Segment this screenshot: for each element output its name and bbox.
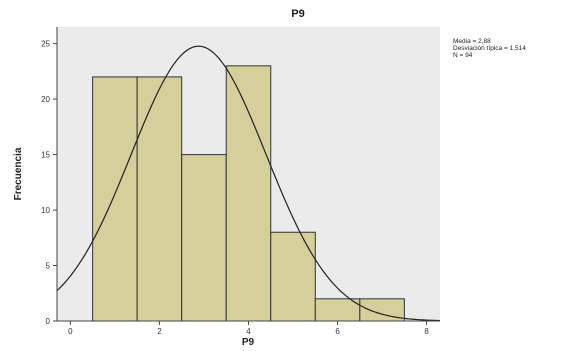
histogram-bar-2 — [136, 76, 183, 322]
x-tick-label: 4 — [246, 327, 251, 336]
y-axis-label: Frecuencia — [13, 147, 24, 200]
histogram-bar-1 — [92, 76, 138, 322]
std-dev-label: Desviación típica = 1,514 — [453, 45, 526, 52]
y-tick-label: 10 — [41, 206, 50, 215]
y-tick-label: 15 — [41, 151, 50, 160]
n-label: N = 94 — [453, 52, 473, 59]
statistics-legend: Media = 2,88 Desviación típica = 1,514 N… — [453, 38, 526, 59]
y-axis-ticks: 0 5 10 15 20 25 — [41, 40, 57, 326]
mean-label: Media = 2,88 — [453, 38, 491, 45]
histogram-bar-4 — [225, 65, 272, 322]
y-tick-label: 0 — [46, 317, 51, 326]
y-tick-label: 20 — [41, 95, 50, 104]
y-tick-label: 25 — [41, 40, 50, 49]
normal-curve — [56, 45, 441, 322]
x-tick-label: 6 — [335, 327, 340, 336]
x-tick-label: 8 — [424, 327, 429, 336]
x-tick-label: 2 — [157, 327, 162, 336]
x-axis-ticks: 0 2 4 6 8 — [68, 321, 429, 336]
histogram-bar-6 — [314, 298, 361, 322]
histogram-bar-5 — [270, 231, 316, 322]
x-axis-label: P9 — [242, 337, 255, 348]
y-tick-label: 5 — [46, 262, 51, 271]
x-tick-label: 0 — [68, 327, 73, 336]
histogram-bars — [92, 65, 405, 322]
chart-title: P9 — [291, 8, 304, 20]
histogram-bar-3 — [181, 154, 227, 322]
